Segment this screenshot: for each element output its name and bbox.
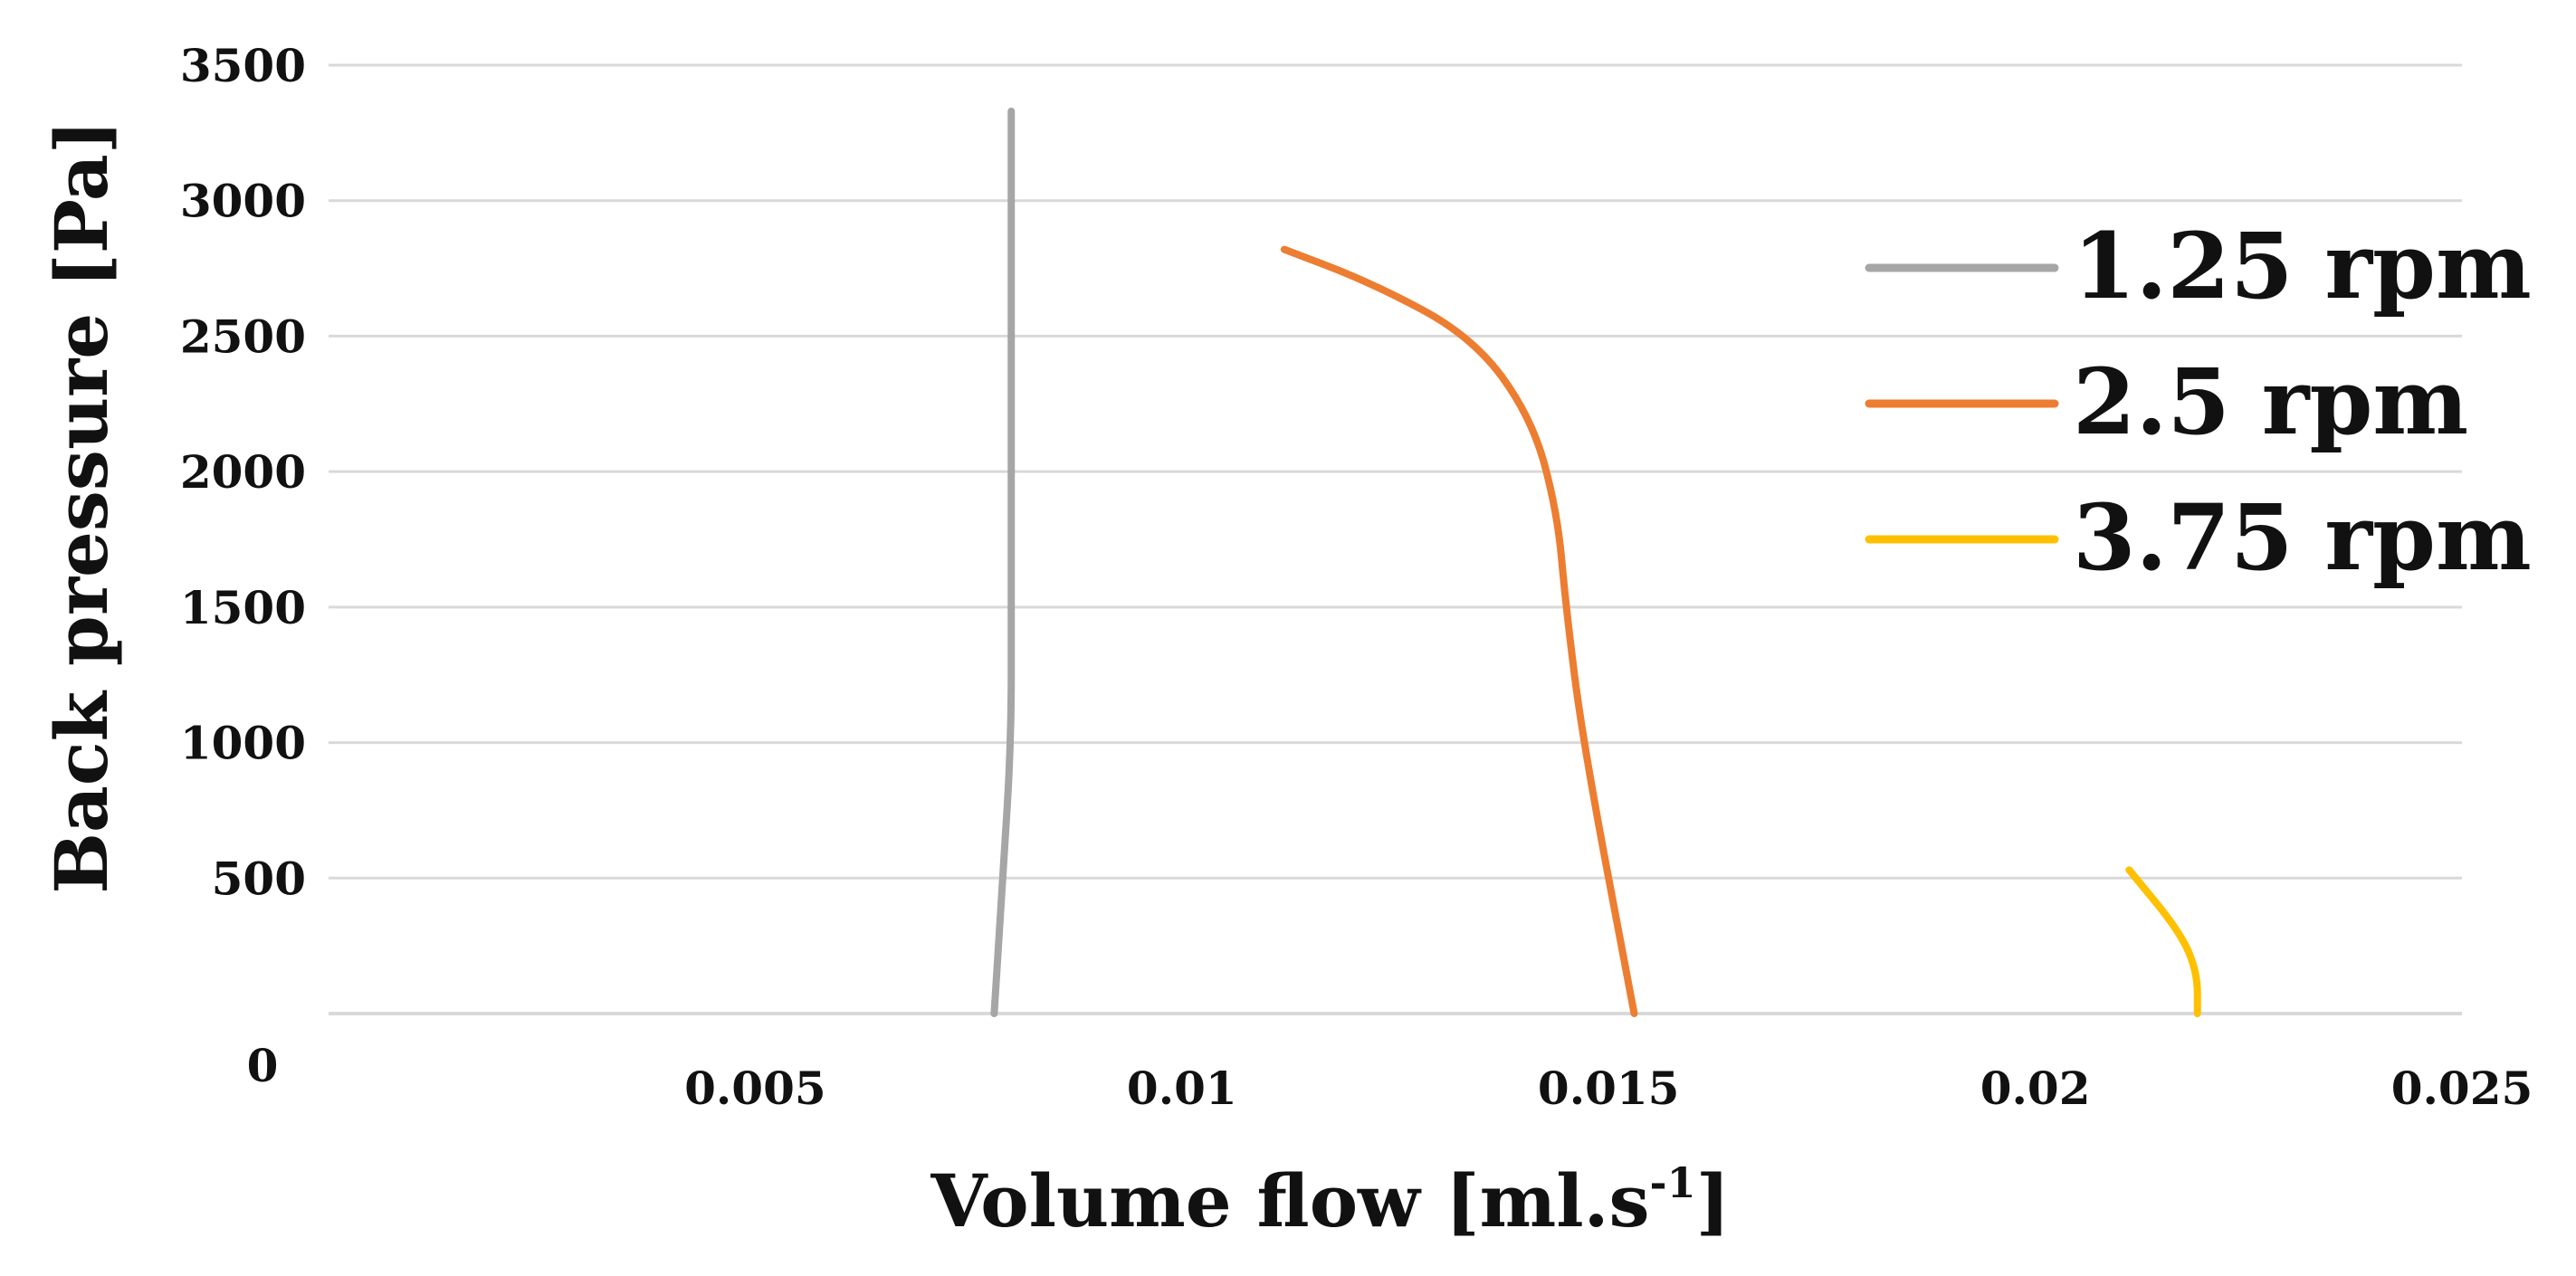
x-axis-title-superscript: -1: [1650, 1158, 1696, 1207]
y-tick-label: 2500: [180, 309, 306, 363]
legend-label-2: 3.75 rpm: [2073, 484, 2532, 591]
series-line-1: [1280, 245, 1638, 1017]
y-tick-label: 2000: [180, 445, 306, 499]
y-tick-label: 3500: [180, 39, 306, 92]
x-tick-label: 0.005: [684, 1062, 826, 1115]
x-tick-label: 0.01: [1127, 1062, 1237, 1115]
series-line-2: [2125, 866, 2201, 1017]
y-tick-labels: 500 1000 1500 2000 2500 3000 3500: [180, 39, 306, 905]
y-axis-title: Back pressure [Pa]: [39, 119, 124, 893]
x-tick-label: 0.015: [1538, 1062, 1680, 1115]
x-axis-title: Volume flow [ml.s-1]: [930, 1158, 1730, 1243]
legend-label-0: 1.25 rpm: [2073, 213, 2532, 319]
legend-label-1: 2.5 rpm: [2073, 348, 2468, 455]
series-lines: [990, 107, 2201, 1017]
y-tick-label: 3000: [180, 175, 306, 228]
x-tick-label: 0.02: [1980, 1062, 2091, 1115]
gridlines: [329, 63, 2462, 880]
y-tick-label: 500: [212, 852, 306, 905]
legend: 1.25 rpm 2.5 rpm 3.75 rpm: [1865, 213, 2532, 591]
x-tick-labels: 0 0.005 0.01 0.015 0.02 0.025: [247, 1039, 2533, 1115]
x-axis-title-suffix: ]: [1696, 1158, 1731, 1243]
series-line-0: [990, 107, 1016, 1017]
y-tick-label: 1500: [180, 581, 306, 634]
y-tick-label: 1000: [180, 717, 306, 770]
x-tick-label: 0.025: [2391, 1062, 2533, 1115]
x-axis-title-main: Volume flow [ml.s: [930, 1158, 1649, 1243]
x-tick-label: 0: [247, 1039, 279, 1092]
